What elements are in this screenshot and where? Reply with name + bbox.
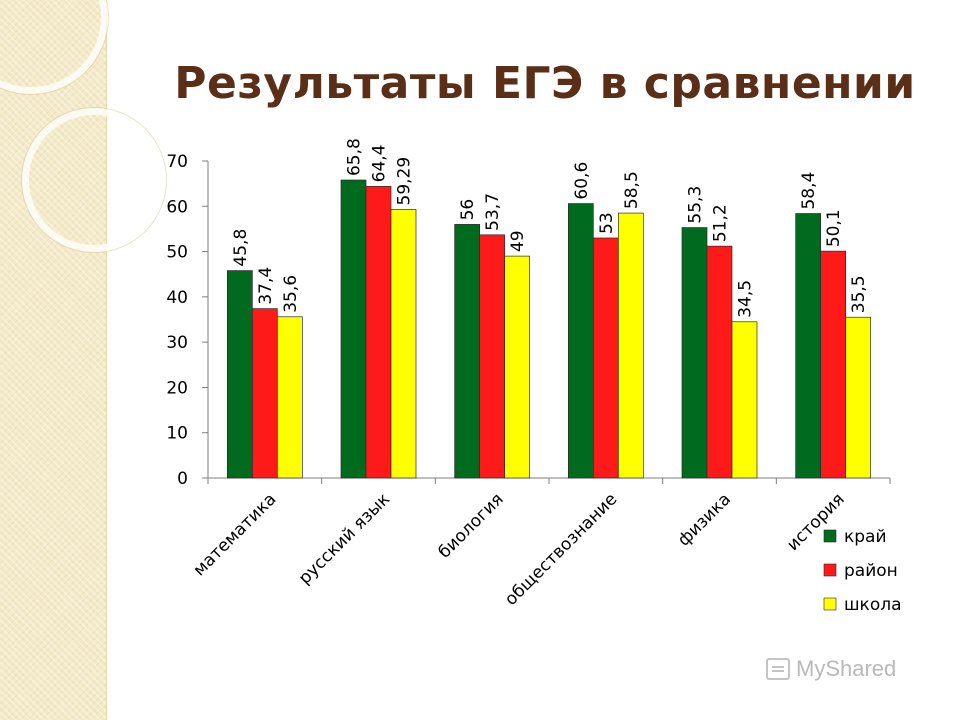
watermark-text: MyShared	[796, 656, 897, 681]
bar-край-5	[795, 213, 822, 479]
bar-школа-5	[845, 316, 872, 479]
legend-label: район	[844, 561, 898, 581]
bar-край-1	[340, 179, 367, 479]
page-title: Результаты ЕГЭ в сравнении	[174, 58, 916, 109]
data-label: 53	[597, 212, 617, 234]
bar-школа-3	[617, 212, 644, 479]
y-tick-label: 60	[166, 197, 188, 217]
data-label: 34,5	[736, 280, 756, 318]
decorative-ring-middle	[22, 108, 166, 252]
x-category-label: история	[783, 489, 849, 555]
data-label: 56	[458, 199, 478, 221]
legend-swatch-район	[823, 563, 837, 577]
data-label: 50,1	[824, 209, 844, 247]
data-label: 60,6	[572, 162, 592, 200]
y-tick-label: 30	[166, 333, 188, 353]
bar-край-2	[454, 224, 481, 479]
bar-район-1	[365, 186, 392, 479]
data-label: 51,2	[711, 204, 731, 242]
data-label: 35,6	[281, 275, 301, 313]
data-label: 65,8	[345, 138, 365, 176]
legend-label: край	[844, 527, 887, 547]
data-label: 35,5	[849, 275, 869, 313]
y-tick-label: 70	[166, 152, 188, 172]
bar-школа-2	[504, 255, 531, 479]
y-tick-label: 40	[166, 288, 188, 308]
data-label: 53,7	[483, 193, 503, 231]
x-category-label: биология	[435, 489, 508, 562]
bar-район-3	[592, 237, 619, 479]
bar-край-3	[567, 203, 594, 479]
bar-район-2	[479, 234, 506, 479]
data-label: 55,3	[686, 186, 706, 224]
bar-школа-1	[390, 209, 417, 479]
data-label: 59,29	[395, 157, 415, 206]
bar-школа-0	[276, 316, 303, 479]
y-tick-label: 50	[166, 243, 188, 263]
legend-swatch-школа	[823, 597, 837, 611]
bar-район-0	[251, 308, 278, 479]
legend-swatch-край	[823, 529, 837, 543]
y-tick-label: 0	[177, 469, 188, 489]
x-category-label: математика	[190, 489, 281, 580]
bar-район-4	[706, 245, 733, 479]
data-label: 45,8	[231, 229, 251, 267]
bar-район-5	[820, 250, 847, 479]
bar-край-4	[681, 227, 708, 479]
legend-label: школа	[844, 595, 902, 615]
data-label: 58,4	[799, 172, 819, 210]
data-label: 64,4	[370, 145, 390, 183]
y-tick-label: 10	[166, 424, 188, 444]
bar-школа-4	[731, 321, 758, 479]
x-category-label: обществознание	[501, 489, 621, 609]
x-category-label: русский язык	[295, 489, 394, 588]
data-label: 49	[508, 230, 528, 252]
bar-край-0	[226, 270, 253, 479]
y-tick-label: 20	[166, 378, 188, 398]
data-label: 37,4	[256, 267, 276, 305]
x-category-label: физика	[674, 489, 735, 550]
watermark: MyShared	[766, 656, 896, 682]
data-label: 58,5	[622, 171, 642, 209]
myshared-logo-icon	[766, 658, 790, 680]
